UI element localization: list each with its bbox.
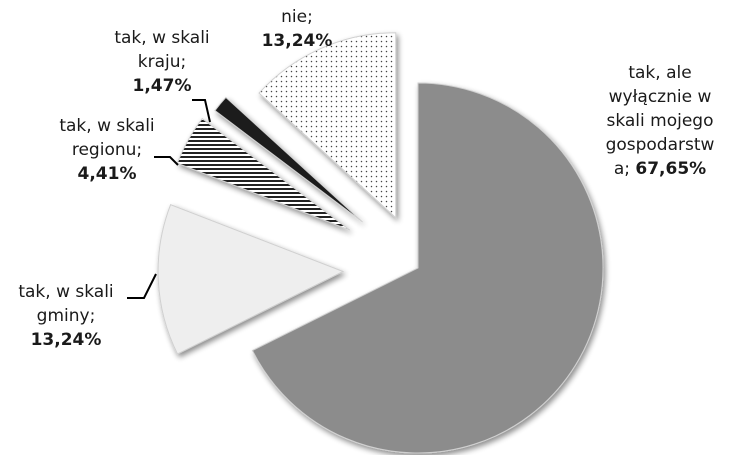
label-gmina-line-1: tak, w skali [18,282,113,302]
label-kraj-line-1: tak, w skali [114,28,209,48]
leader-line-region [154,156,179,166]
pie-slice-kraj [214,96,363,223]
slice-labels: tak, ale wyłącznie w skali mojego gospodars… [18,7,714,350]
label-region-line-1: tak, w skali [59,116,154,136]
label-gmina-line-2: gminy; [37,306,96,326]
leader-lines [127,99,211,299]
pie-slice-gmina [157,204,345,355]
pie-slices [157,32,604,454]
label-kraj-line-2: kraju; [138,52,186,72]
label-gmina-value: 13,24% [31,330,102,350]
pie-slice-wlasne [251,82,604,454]
label-nie-line-1: nie; [281,7,313,27]
label-wlasne-line-1: tak, ale [628,63,691,83]
label-wlasne-value: a; 67,65% [614,159,706,179]
label-region-value: 4,41% [78,164,137,184]
label-kraj-value: 1,47% [133,76,192,96]
label-region-line-2: regionu; [72,140,142,160]
leader-line-gmina [127,273,157,299]
label-wlasne-line-4: gospodarstw [606,135,715,155]
pie-slice-nie [258,32,397,219]
label-wlasne-line-3: skali mojego [606,111,713,131]
label-wlasne-line-2: wyłącznie w [609,87,712,107]
label-nie-value: 13,24% [262,31,333,51]
leader-line-kraj [192,99,211,123]
